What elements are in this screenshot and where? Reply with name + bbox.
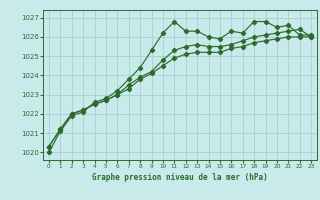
X-axis label: Graphe pression niveau de la mer (hPa): Graphe pression niveau de la mer (hPa) xyxy=(92,173,268,182)
